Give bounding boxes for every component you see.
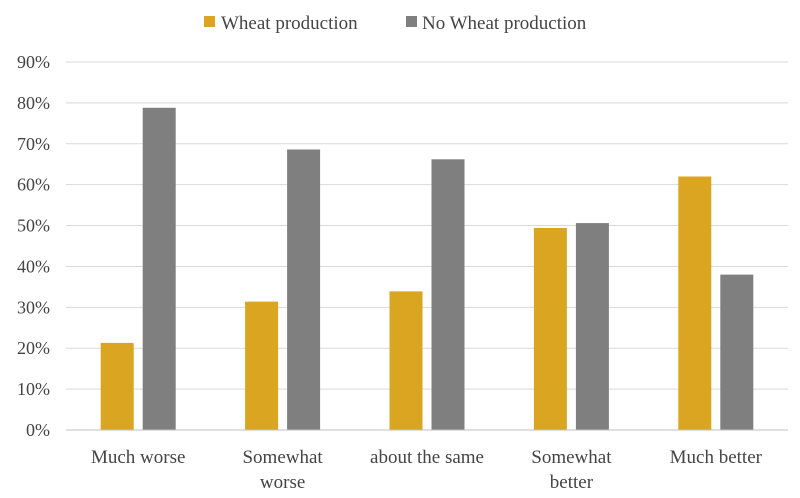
bars xyxy=(100,107,754,430)
bar-wheat-production xyxy=(389,291,423,430)
bar-wheat-production xyxy=(678,176,712,430)
x-category-label: worse xyxy=(260,472,305,493)
x-category-label: Much better xyxy=(670,447,763,468)
x-category-label: Somewhat xyxy=(242,447,323,468)
bar-wheat-production xyxy=(533,228,567,430)
legend-swatch xyxy=(406,16,417,27)
y-tick-label: 50% xyxy=(17,216,50,236)
legend-label: No Wheat production xyxy=(422,13,587,34)
y-tick-label: 20% xyxy=(17,338,50,358)
legend: Wheat production No Wheat production xyxy=(204,13,587,34)
bar-wheat-production xyxy=(100,342,134,430)
bar-wheat-production xyxy=(245,301,279,430)
y-tick-label: 60% xyxy=(17,175,50,195)
bar-no-wheat-production xyxy=(575,223,609,430)
x-axis-categories: Much worse Somewhat worse about the same Som… xyxy=(91,447,763,493)
y-tick-label: 0% xyxy=(26,420,50,440)
bar-no-wheat-production xyxy=(431,159,465,430)
bar-no-wheat-production xyxy=(142,107,176,430)
legend-label: Wheat production xyxy=(221,13,358,34)
bar-no-wheat-production xyxy=(287,149,321,430)
x-category-label: Much worse xyxy=(91,447,185,468)
y-axis-ticks: 0% 10% 20% 30% 40% 50% 60% 70% 80% 90% xyxy=(17,52,50,440)
y-tick-label: 40% xyxy=(17,256,50,276)
x-category-label: Somewhat xyxy=(531,447,612,468)
x-category-label: better xyxy=(550,472,594,493)
x-category-label: about the same xyxy=(370,447,484,468)
legend-swatch xyxy=(204,16,215,27)
bar-no-wheat-production xyxy=(720,274,754,430)
y-tick-label: 70% xyxy=(17,134,50,154)
y-tick-label: 10% xyxy=(17,379,50,399)
y-tick-label: 80% xyxy=(17,93,50,113)
y-tick-label: 90% xyxy=(17,52,50,72)
gridlines xyxy=(66,61,788,390)
y-tick-label: 30% xyxy=(17,297,50,317)
